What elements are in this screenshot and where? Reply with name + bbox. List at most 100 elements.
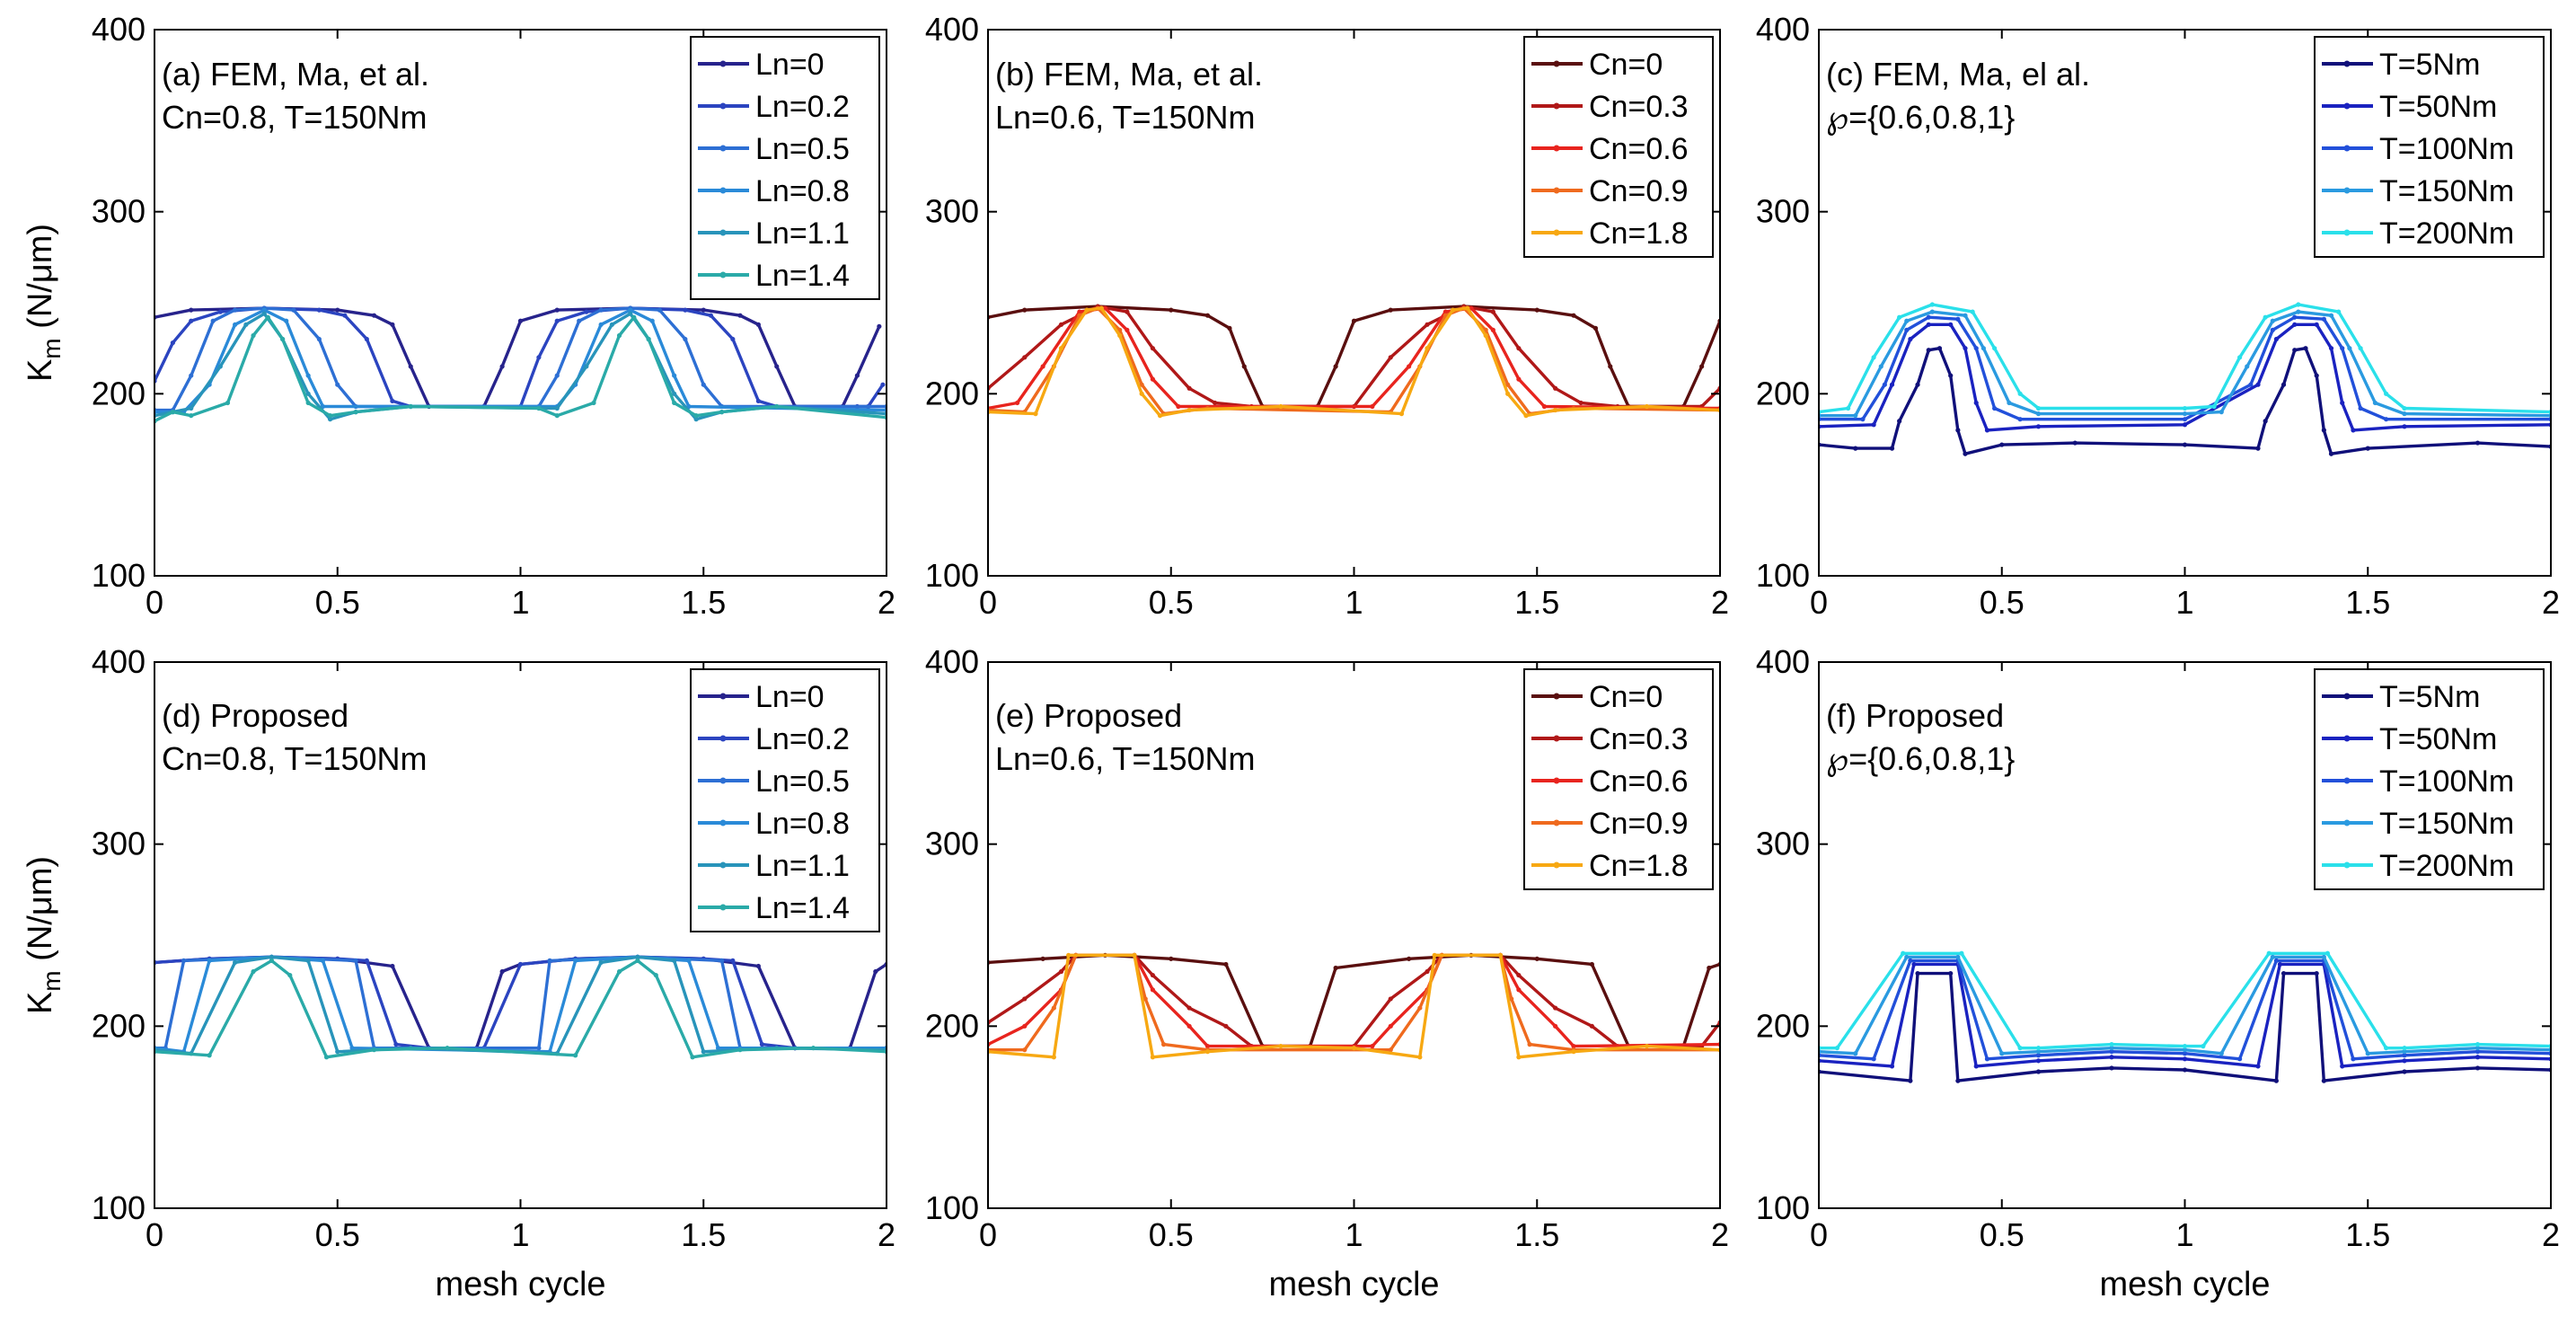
series-point [390, 398, 395, 404]
legend-marker [1553, 187, 1560, 194]
series-point [1860, 417, 1866, 422]
legend-marker [719, 819, 727, 826]
x-tick-label: 1 [511, 1216, 529, 1253]
series-point [1897, 314, 1902, 320]
series-point [1915, 382, 1920, 387]
legend-label: T=150Nm [2379, 807, 2514, 841]
series-point [2292, 322, 2298, 327]
series-point [2402, 1069, 2407, 1074]
series-point [1223, 961, 1229, 967]
series-point [2314, 373, 2319, 378]
series-point [2035, 411, 2042, 417]
series-point [170, 340, 175, 346]
series-point [335, 382, 340, 387]
series-point [1442, 309, 1448, 314]
series-point [2182, 422, 2188, 428]
series-point [1278, 403, 1284, 410]
series-point [584, 309, 589, 314]
panel-a: 0 0.5 1 1.5 2 100 200 300 400 (a) FEM, Ma, et al.… [22, 11, 895, 621]
series-point [536, 405, 542, 411]
series-point [2017, 417, 2023, 422]
legend-marker [719, 229, 727, 236]
series-point [2475, 1042, 2481, 1047]
series-point [251, 968, 256, 975]
x-tick-label: 0.5 [315, 584, 360, 621]
series-point [1970, 309, 1975, 314]
y-tick-label: 300 [92, 826, 146, 862]
series-point [631, 314, 637, 320]
series-point [408, 403, 413, 410]
series-point [2182, 442, 2188, 447]
series-point [554, 307, 560, 313]
series-point [189, 413, 194, 419]
series-point [2358, 346, 2363, 351]
series-point [1388, 307, 1393, 313]
x-tick-label: 0 [979, 1216, 997, 1253]
series-group [154, 305, 887, 424]
series-group [1819, 302, 2551, 456]
series-line-T=5Nm [1819, 347, 2551, 455]
series-point [1370, 1044, 1375, 1049]
y-tick-label: 400 [925, 11, 979, 48]
series-point [1022, 996, 1028, 1002]
series-point [1534, 956, 1539, 961]
series-point [730, 336, 736, 342]
x-tick-label: 0.5 [1149, 1216, 1194, 1253]
series-point [280, 336, 286, 342]
x-tick-label: 1 [2175, 1216, 2193, 1253]
series-point [2292, 348, 2298, 353]
series-point [2270, 318, 2275, 323]
x-tick-label: 0.5 [1980, 584, 2025, 621]
series-point [1871, 422, 1876, 428]
series-point [2255, 446, 2261, 451]
series-point [1084, 307, 1090, 313]
series-point [2347, 346, 2352, 351]
series-point [737, 313, 743, 318]
series-point [1227, 325, 1232, 331]
x-tick-label: 1.5 [1514, 1216, 1559, 1253]
x-tick-label: 0 [979, 584, 997, 621]
panel-b: 0 0.5 1 1.5 2 100 200 300 400 (b) FEM, Ma, et al.… [925, 11, 1729, 621]
series-point [1929, 309, 1935, 314]
series-point [2007, 400, 2012, 406]
series-point [1187, 1023, 1192, 1029]
series-point [1889, 1064, 1895, 1069]
legend-box [690, 36, 880, 300]
series-point [1834, 1046, 1839, 1051]
series-point [390, 963, 395, 969]
legend: T=5Nm T=50Nm T=100Nm T=150Nm T=200Nm [2314, 668, 2545, 890]
series-point [1889, 382, 1895, 387]
series-point [1707, 965, 1712, 971]
series-point [2475, 1046, 2481, 1051]
series-point [686, 958, 692, 963]
series-point [1077, 309, 1082, 314]
legend: Ln=0 Ln=0.2 Ln=0.5 Ln=0.8 Ln=1.1 Ln=1.4 [690, 36, 880, 300]
x-tick-label: 1 [1345, 584, 1363, 621]
series-point [1509, 996, 1514, 1002]
y-tick-label: 200 [925, 1007, 979, 1044]
series-point [2340, 400, 2345, 406]
series-point [2292, 314, 2298, 320]
panel-f: 0 0.5 1 1.5 2 100 200 300 400 (f) Proposed ℘={0.6,… [1756, 643, 2560, 1303]
y-tick-label: 200 [1756, 375, 1810, 411]
series-point [1176, 403, 1181, 410]
panel-annotation: ℘={0.6,0.8,1} [1826, 99, 2015, 136]
series-point [1150, 376, 1155, 382]
legend-marker [719, 60, 727, 67]
legend-marker [2343, 861, 2351, 869]
legend-label: T=5Nm [2379, 680, 2480, 714]
series-point [2402, 1058, 2407, 1064]
series-point [291, 307, 296, 313]
y-tick-label: 400 [925, 643, 979, 680]
series-point [284, 318, 289, 323]
series-point [730, 958, 736, 963]
series-point [1022, 355, 1028, 360]
series-point [1139, 382, 1144, 387]
legend-marker [719, 102, 727, 110]
series-point [1351, 318, 1357, 323]
series-point [1608, 364, 1613, 369]
series-point [2263, 419, 2268, 424]
series-point [701, 307, 706, 313]
series-point [1846, 405, 1851, 411]
y-tick-label: 400 [1756, 643, 1810, 680]
